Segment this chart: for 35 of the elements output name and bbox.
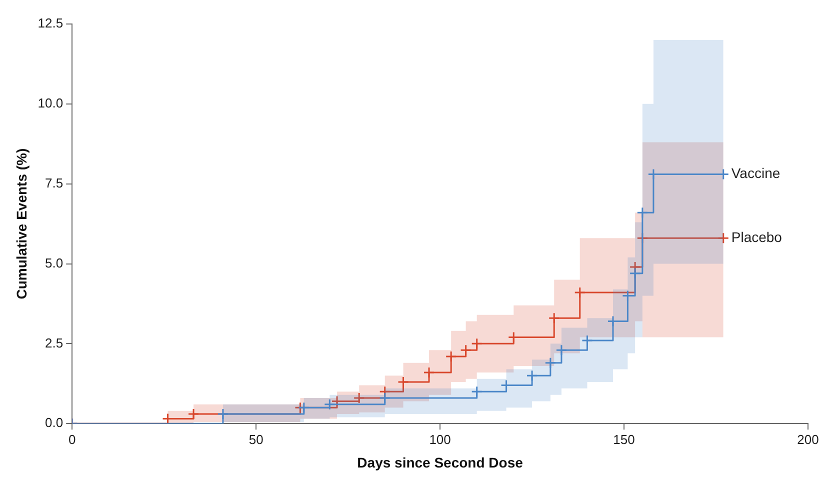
point: [379, 392, 391, 404]
x-axis-title: Days since Second Dose: [357, 454, 524, 470]
y-tick-label: 10.0: [38, 96, 64, 110]
y-tick-label: 0.0: [45, 415, 64, 430]
x-tick-label: 200: [797, 432, 819, 447]
series-label: Vaccine: [731, 165, 780, 182]
y-axis-title: Cumulative Events (%): [13, 148, 30, 300]
point: [445, 350, 457, 362]
point: [298, 402, 310, 414]
point: [636, 206, 648, 218]
point: [544, 357, 556, 369]
point: [581, 334, 593, 346]
series-label: Placebo: [731, 229, 782, 246]
y-tick-label: 7.5: [45, 175, 64, 190]
point: [629, 268, 641, 280]
y-tick-label: 2.5: [45, 335, 64, 350]
y-tick-label: 12.5: [38, 16, 64, 31]
x-tick-label: 0: [68, 432, 76, 447]
y-tick-label: 5.0: [45, 255, 64, 270]
point: [548, 312, 560, 324]
point: [718, 232, 730, 244]
x-tick-label: 50: [248, 432, 264, 447]
point: [526, 370, 538, 382]
point: [460, 344, 472, 356]
x-tick-label: 150: [613, 432, 635, 447]
point: [556, 344, 568, 356]
point: [353, 392, 365, 404]
point: [217, 408, 229, 420]
point: [188, 408, 200, 420]
point: [423, 366, 435, 378]
point: [324, 398, 336, 410]
point: [471, 386, 483, 398]
point: [471, 338, 483, 350]
x-tick-label: 100: [429, 432, 451, 447]
point: [574, 286, 586, 298]
